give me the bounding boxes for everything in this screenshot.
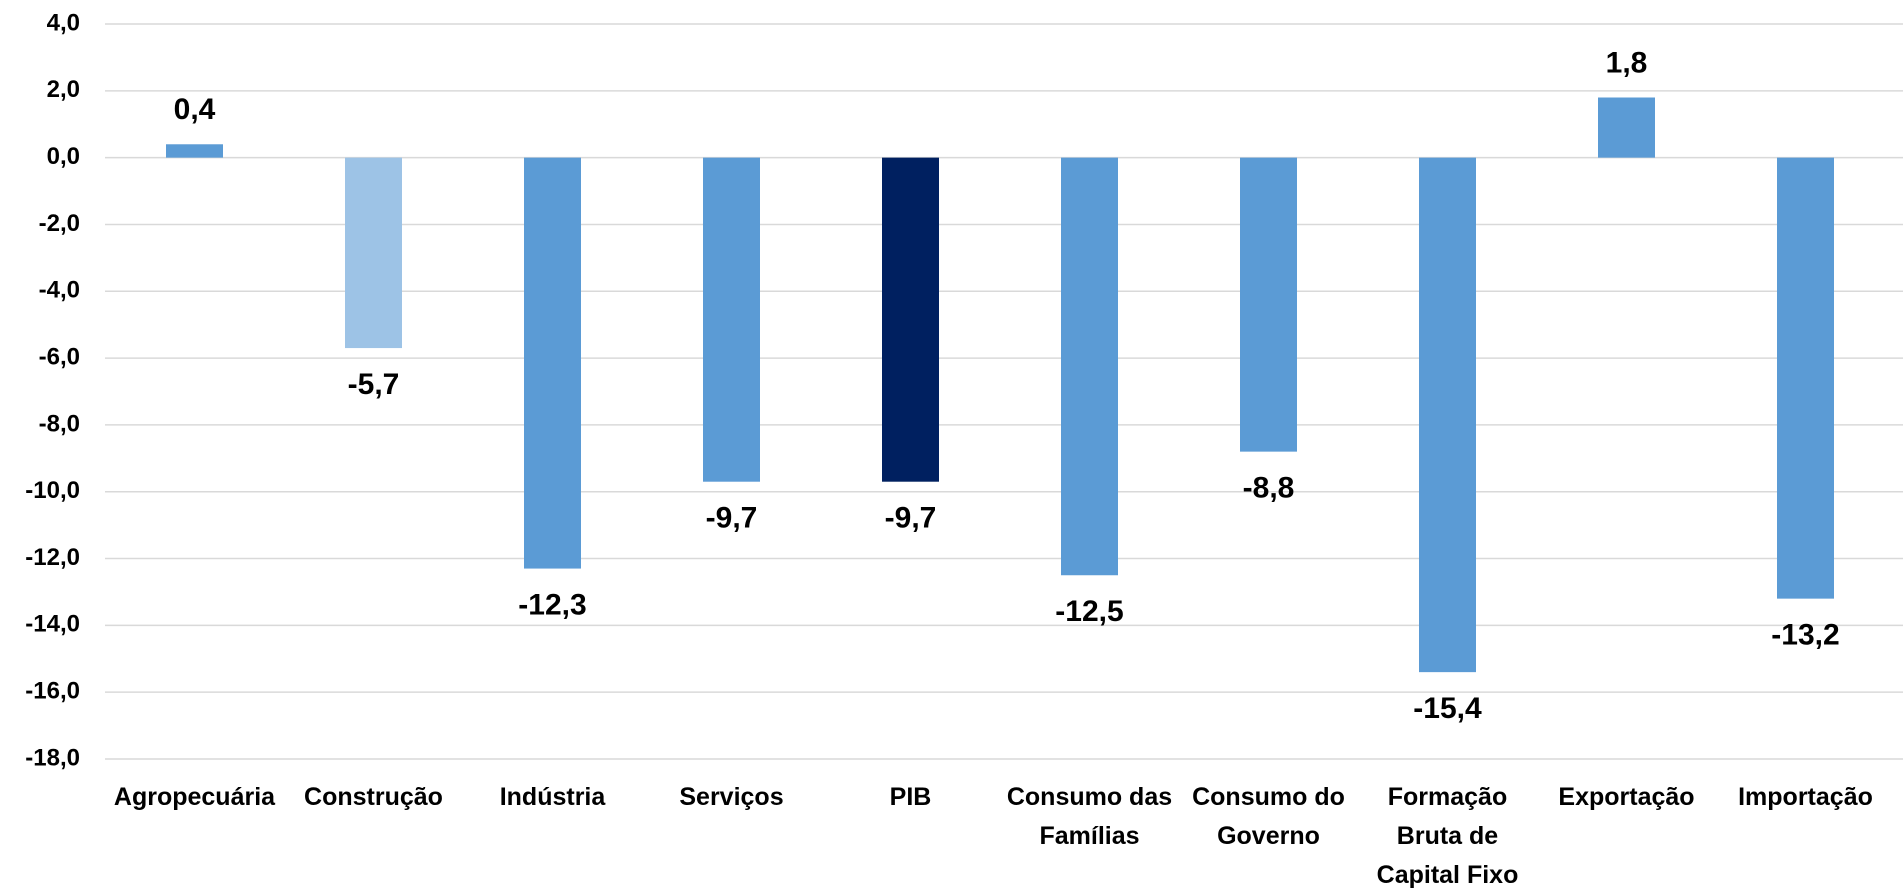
bar <box>1777 157 1834 599</box>
x-tick-label: Indústria <box>499 783 606 811</box>
data-label: -15,4 <box>1413 692 1482 725</box>
y-tick-label: -18,0 <box>25 744 80 771</box>
data-label: -9,7 <box>706 502 758 535</box>
data-label: -5,7 <box>348 368 400 401</box>
y-tick-label: 2,0 <box>47 76 80 103</box>
data-label: 0,4 <box>174 93 216 126</box>
data-label: 1,8 <box>1606 46 1648 79</box>
bar <box>882 157 939 482</box>
bar <box>1419 157 1476 673</box>
data-label: -12,5 <box>1055 595 1123 628</box>
y-tick-label: -16,0 <box>25 678 80 705</box>
x-tick-label: Consumo das Famílias <box>1006 783 1173 850</box>
data-label: -9,7 <box>885 502 937 535</box>
x-tick-label: Construção <box>304 783 443 811</box>
x-tick-label: Exportação <box>1558 783 1695 811</box>
bar <box>1061 157 1118 576</box>
bar <box>524 157 581 569</box>
y-tick-label: -8,0 <box>39 410 80 437</box>
x-tick-label: Consumo do Governo <box>1192 783 1345 850</box>
y-tick-label: -2,0 <box>39 210 80 237</box>
y-tick-label: 4,0 <box>47 9 80 36</box>
data-label: -12,3 <box>518 588 586 621</box>
bar <box>1240 157 1297 452</box>
bar <box>1598 97 1655 158</box>
y-tick-label: -4,0 <box>39 277 80 304</box>
x-tick-label: Serviços <box>679 783 784 811</box>
bar <box>166 144 223 158</box>
y-tick-label: -6,0 <box>39 343 80 370</box>
y-tick-label: 0,0 <box>47 143 80 170</box>
y-tick-label: -10,0 <box>25 477 80 504</box>
y-tick-label: -12,0 <box>25 544 80 571</box>
x-tick-label: Importação <box>1738 783 1873 811</box>
data-label: -13,2 <box>1771 619 1839 652</box>
x-tick-label: PIB <box>889 783 932 811</box>
bar <box>703 157 760 482</box>
x-tick-label: Agropecuária <box>113 783 276 811</box>
y-tick-label: -14,0 <box>25 611 80 638</box>
bar <box>345 157 402 349</box>
x-tick-label: Formação Bruta de Capital Fixo <box>1376 783 1519 889</box>
data-label: -8,8 <box>1243 472 1295 505</box>
